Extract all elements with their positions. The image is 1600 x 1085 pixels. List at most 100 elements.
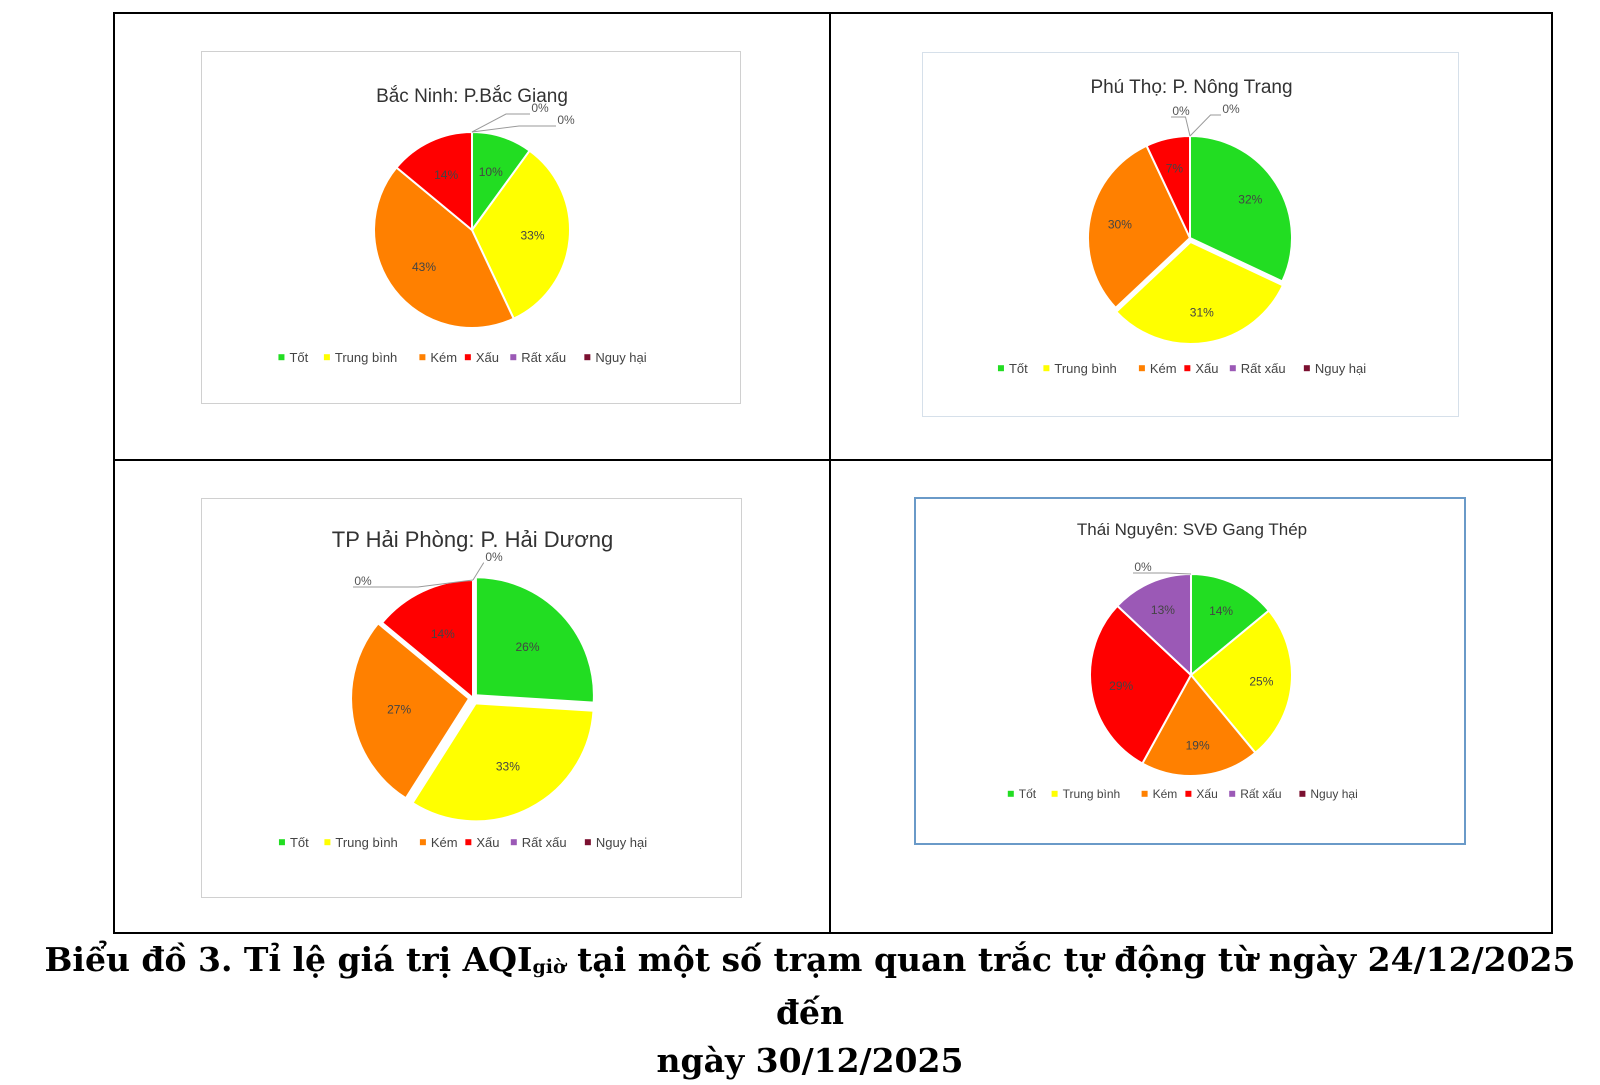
legend-label-2: Trung bình	[335, 350, 397, 365]
legend-swatch-3	[419, 354, 426, 361]
legend-label-3: Kém	[431, 835, 458, 850]
pie-chart-hai-phong: TP Hải Phòng: P. Hải Dương 26% 33% 27% 14% 0%…	[201, 498, 742, 898]
legend-label-4: Xấu	[1195, 361, 1218, 376]
pie-slice-1	[1190, 572, 1271, 678]
slice-label-3: 43%	[412, 260, 436, 274]
pie-slice-3	[1087, 144, 1192, 310]
slice-label-4: 29%	[1109, 679, 1133, 693]
slice-label-2: 33%	[520, 229, 544, 243]
legend-label-6: Nguy hại	[596, 835, 647, 850]
pie-chart-bac-ninh: Bắc Ninh: P.Bắc Giang 10% 33% 43% 14% 0% 0% Tốt…	[201, 51, 741, 404]
leader-line-5	[1171, 116, 1191, 137]
pie-slice-4	[395, 130, 473, 233]
slice-label-5: 0%	[1172, 104, 1190, 118]
slice-label-1: 26%	[516, 640, 540, 654]
pie-slice-2	[1114, 240, 1285, 345]
legend-swatch-5	[510, 354, 517, 361]
figure-caption: Biểu đồ 3. Tỉ lệ giá trị AQIgiờ tại một …	[40, 936, 1580, 1085]
legend-label-3: Kém	[430, 350, 457, 365]
leader-line-5	[471, 113, 530, 133]
legend-swatch-5	[1229, 365, 1236, 372]
pie-slice-4	[1089, 604, 1193, 765]
slice-label-6: 0%	[485, 550, 503, 564]
legend-swatch-2	[324, 839, 331, 846]
caption-line2: ngày 30/12/2025	[656, 1041, 964, 1080]
legend-label-5: Rất xấu	[1241, 361, 1286, 376]
legend-label-4: Xấu	[1196, 787, 1217, 801]
slice-label-5: 13%	[1151, 603, 1175, 617]
chart-title: Phú Thọ: P. Nông Trang	[1090, 77, 1292, 98]
slice-label-2: 31%	[1190, 305, 1214, 319]
legend-label-1: Tốt	[289, 350, 308, 365]
legend-swatch-6	[1299, 790, 1306, 797]
legend-swatch-4	[465, 839, 472, 846]
chart-grid-frame	[113, 12, 1553, 934]
pie-chart-svg: Bắc Ninh: P.Bắc Giang 10% 33% 43% 14% 0% 0% Tốt…	[278, 85, 647, 365]
pie-slice-4	[380, 578, 474, 701]
legend-swatch-3	[419, 839, 426, 846]
legend-label-5: Rất xấu	[522, 835, 567, 850]
chart-title: Thái Nguyên: SVĐ Gang Thép	[1077, 520, 1307, 539]
caption-line1-suffix: tại một số trạm quan trắc tự động từ ngà…	[565, 940, 1576, 1032]
slice-label-2: 25%	[1249, 675, 1273, 689]
pie-chart-phu-tho: Phú Thọ: P. Nông Trang 32% 31% 30% 7% 0% 0% Tốt…	[922, 52, 1459, 417]
legend-label-2: Trung bình	[1063, 787, 1121, 801]
slice-label-6: 0%	[557, 113, 575, 127]
legend-swatch-4	[1184, 365, 1191, 372]
legend-label-6: Nguy hại	[1315, 361, 1366, 376]
pie-chart-svg: TP Hải Phòng: P. Hải Dương 26% 33% 27% 14% 0%…	[278, 527, 647, 850]
legend-swatch-4	[1185, 790, 1192, 797]
legend-swatch-6	[584, 839, 591, 846]
pie-slice-2	[411, 702, 595, 823]
slice-label-6: 0%	[1222, 102, 1240, 116]
slice-label-1: 10%	[479, 165, 503, 179]
legend-label-6: Nguy hại	[1310, 787, 1357, 801]
legend-swatch-3	[1141, 790, 1148, 797]
pie-slice-3	[1140, 673, 1257, 777]
leader-line-6	[472, 562, 484, 581]
caption-subscript: giờ	[532, 956, 566, 978]
slice-label-4: 14%	[434, 168, 458, 182]
legend-label-3: Kém	[1150, 361, 1177, 376]
slice-label-1: 14%	[1209, 604, 1233, 618]
slice-label-2: 33%	[496, 759, 520, 773]
pie-slice-3	[350, 622, 471, 800]
grid-horizontal-divider	[113, 459, 1553, 461]
legend-label-4: Xấu	[476, 835, 499, 850]
legend-swatch-4	[464, 354, 471, 361]
legend-swatch-1	[278, 839, 285, 846]
legend-swatch-5	[1229, 790, 1236, 797]
legend-label-6: Nguy hại	[595, 350, 646, 365]
pie-slice-1	[1189, 134, 1293, 283]
legend-swatch-3	[1138, 365, 1145, 372]
legend-label-5: Rất xấu	[521, 350, 566, 365]
legend-swatch-6	[1303, 365, 1310, 372]
chart-title: Bắc Ninh: P.Bắc Giang	[376, 85, 568, 107]
grid-vertical-divider	[829, 12, 831, 934]
legend-label-1: Tốt	[290, 835, 309, 850]
leader-line-6	[471, 125, 556, 133]
pie-slice-2	[1189, 609, 1293, 755]
slice-label-6: 0%	[1134, 560, 1152, 574]
pie-slice-3	[373, 166, 516, 329]
legend-swatch-2	[323, 354, 330, 361]
legend-label-1: Tốt	[1009, 361, 1028, 376]
slice-label-3: 19%	[1186, 738, 1210, 752]
legend-swatch-6	[584, 354, 591, 361]
pie-chart-svg: Thái Nguyên: SVĐ Gang Thép 14% 25% 19% 29% 13…	[1007, 520, 1358, 801]
chart-title: TP Hải Phòng: P. Hải Dương	[332, 527, 614, 552]
slice-label-3: 30%	[1108, 218, 1132, 232]
slice-label-3: 27%	[387, 703, 411, 717]
leader-line-6	[1133, 572, 1192, 575]
legend-swatch-1	[278, 354, 285, 361]
legend-label-2: Trung bình	[335, 835, 397, 850]
legend-swatch-1	[997, 365, 1004, 372]
legend-swatch-5	[510, 839, 517, 846]
slice-label-5: 0%	[354, 574, 372, 588]
slice-label-5: 0%	[531, 101, 549, 115]
slice-label-1: 32%	[1238, 193, 1262, 207]
legend-label-2: Trung bình	[1054, 361, 1116, 376]
pie-chart-thai-nguyen: Thái Nguyên: SVĐ Gang Thép 14% 25% 19% 29% 13…	[914, 497, 1466, 845]
pie-slice-2	[470, 149, 571, 321]
legend-swatch-2	[1051, 790, 1058, 797]
